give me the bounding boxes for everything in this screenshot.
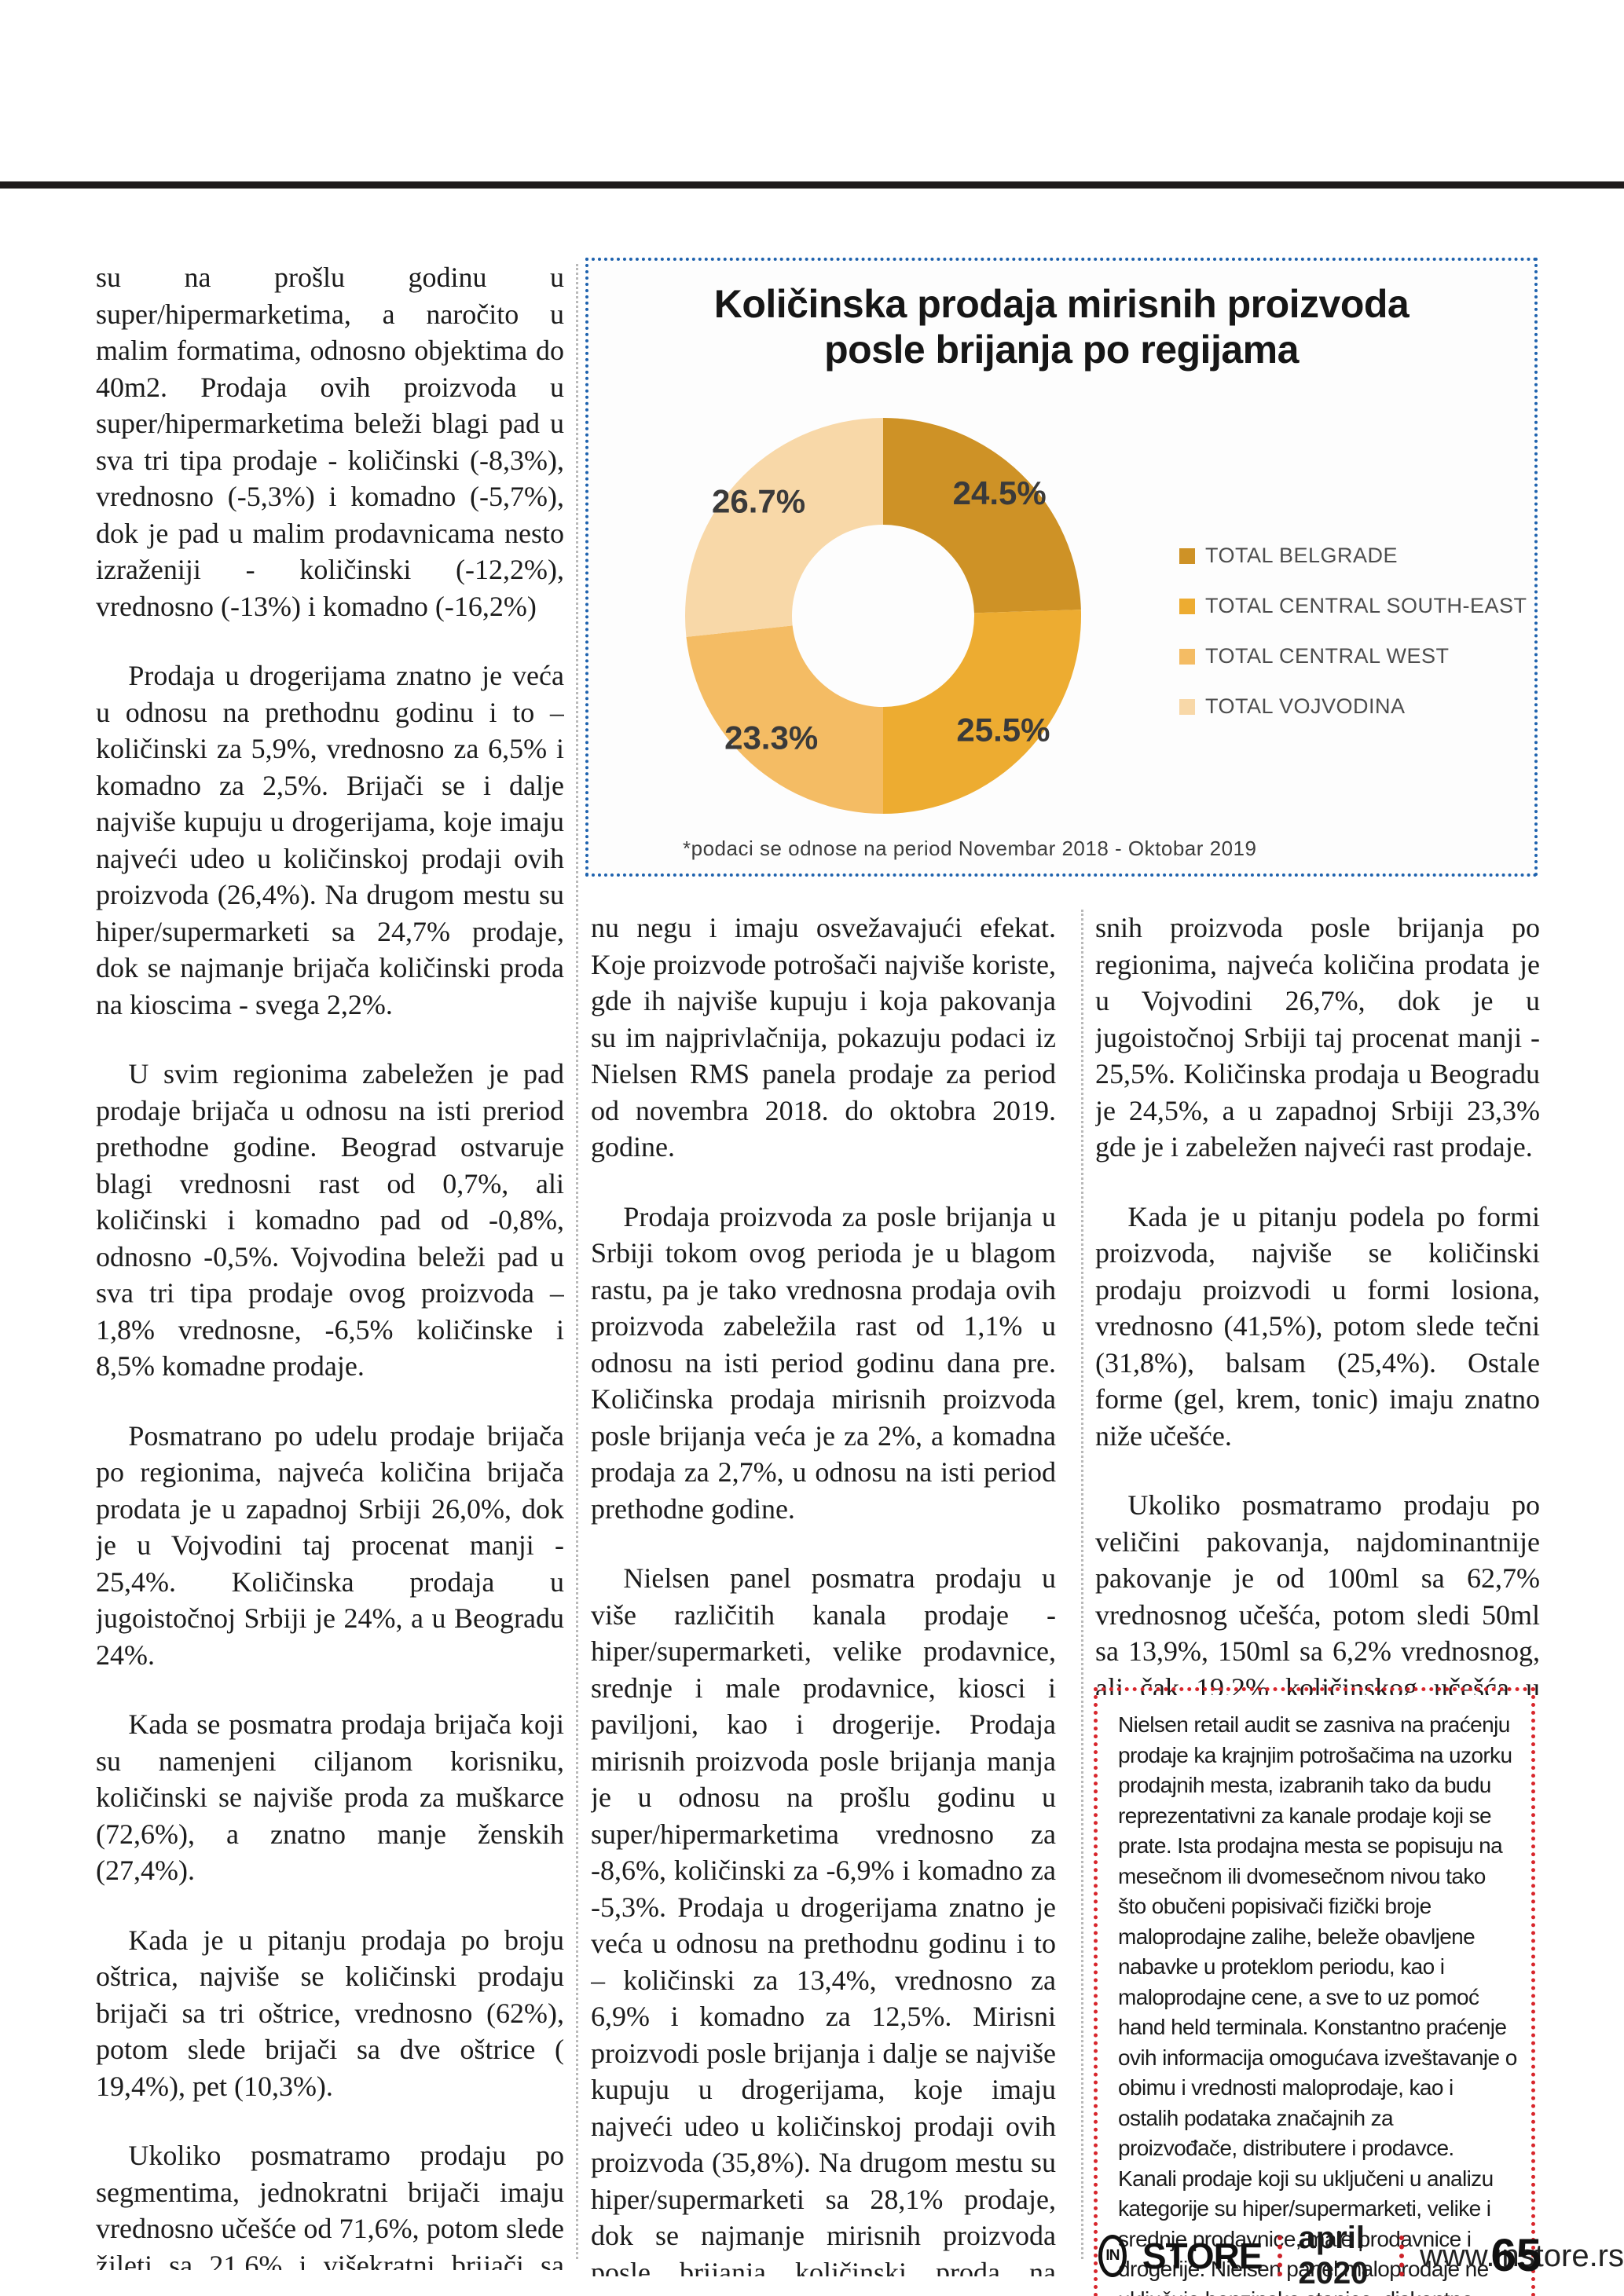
paragraph: Ukoliko posmatramo prodaju po veličini p… [1095, 1489, 1540, 1695]
slice-value-label: 26.7% [712, 483, 805, 520]
legend-label: TOTAL CENTRAL SOUTH-EAST [1205, 594, 1527, 617]
nielsen-methodology-text: Nielsen retail audit se zasniva na praće… [1118, 1712, 1517, 2296]
donut-slice [883, 610, 1081, 814]
legend-item: TOTAL CENTRAL WEST [1179, 644, 1527, 668]
donut-chart: 24.5% 25.5% 23.3% 26.7% [685, 418, 1081, 814]
paragraph: Ukoliko posmatramo prodaju po segmentima… [96, 2140, 564, 2270]
nielsen-methodology-box: Nielsen retail audit se zasniva na praće… [1094, 1687, 1535, 2296]
legend-swatch-icon [1179, 648, 1195, 665]
paragraph: Nielsen panel posmatra prodaju u više ra… [591, 1562, 1056, 2276]
paragraph: Kada je u pitanju prodaja po broju oštri… [96, 1924, 564, 2102]
paragraph: su na prošlu godinu u super/hipermarketi… [96, 262, 564, 622]
paragraph: Prodaja proizvoda za posle brijanja u Sr… [591, 1200, 1056, 1525]
donut-slice [883, 418, 1081, 613]
legend-item: TOTAL VOJVODINA [1179, 694, 1527, 719]
slice-value-label: 25.5% [956, 711, 1050, 748]
legend-label: TOTAL VOJVODINA [1205, 694, 1406, 718]
paragraph: Kada se posmatra prodaja brijača koji su… [96, 1708, 564, 1886]
chart-legend: TOTAL BELGRADE TOTAL CENTRAL SOUTH-EAST TO… [1179, 544, 1527, 745]
donut-slice [685, 418, 883, 637]
column-separator [576, 264, 578, 2259]
legend-item: TOTAL CENTRAL SOUTH-EAST [1179, 594, 1527, 618]
legend-swatch-icon [1179, 598, 1195, 614]
donut-slice [686, 625, 883, 814]
slice-value-label: 24.5% [953, 474, 1047, 511]
footer-separator-icon [1278, 2236, 1283, 2276]
paragraph: Posmatrano po udelu prodaje brijača po r… [96, 1419, 564, 1671]
legend-label: TOTAL CENTRAL WEST [1205, 644, 1450, 668]
chart-footnote: *podaci se odnose na period Novembar 201… [683, 837, 1257, 860]
chart-panel: Količinska prodaja mirisnih proizvoda po… [585, 258, 1538, 877]
page-footer: IN STORE april 2020 www.instore.rs [1098, 2221, 1624, 2291]
legend-swatch-icon [1179, 698, 1195, 715]
paragraph: nu negu i imaju osvežavajući efekat. Koj… [591, 912, 1056, 1163]
legend-swatch-icon [1179, 547, 1195, 564]
chart-title: Količinska prodaja mirisnih proizvoda po… [713, 282, 1410, 372]
footer-website-link[interactable]: www.instore.rs [1419, 2238, 1624, 2273]
paragraph: snih proizvoda posle brijanja po regioni… [1095, 912, 1540, 1163]
footer-issue: april 2020 [1298, 2221, 1369, 2291]
store-logo-text: STORE [1142, 2236, 1263, 2276]
paragraph: U svim regionima zabeležen je pad prodaj… [96, 1058, 564, 1382]
legend-item: TOTAL BELGRADE [1179, 544, 1527, 568]
paragraph: Kada je u pitanju podela po formi proizv… [1095, 1200, 1540, 1452]
page-number: 65 [1490, 2230, 1542, 2281]
text-column-3: snih proizvoda posle brijanja po regioni… [1095, 910, 1540, 1695]
text-column-1: su na prošlu godinu u super/hipermarketi… [96, 259, 564, 2270]
slice-value-label: 23.3% [724, 720, 818, 756]
text-column-2: nu negu i imaju osvežavajući efekat. Koj… [591, 910, 1056, 2276]
footer-separator-icon [1399, 2236, 1404, 2276]
instore-logo-icon: IN [1098, 2235, 1127, 2277]
paragraph: Prodaja u drogerijama znatno je veća u o… [96, 660, 564, 1020]
column-separator [1081, 910, 1083, 2259]
legend-label: TOTAL BELGRADE [1205, 544, 1399, 567]
top-rule [0, 181, 1624, 189]
